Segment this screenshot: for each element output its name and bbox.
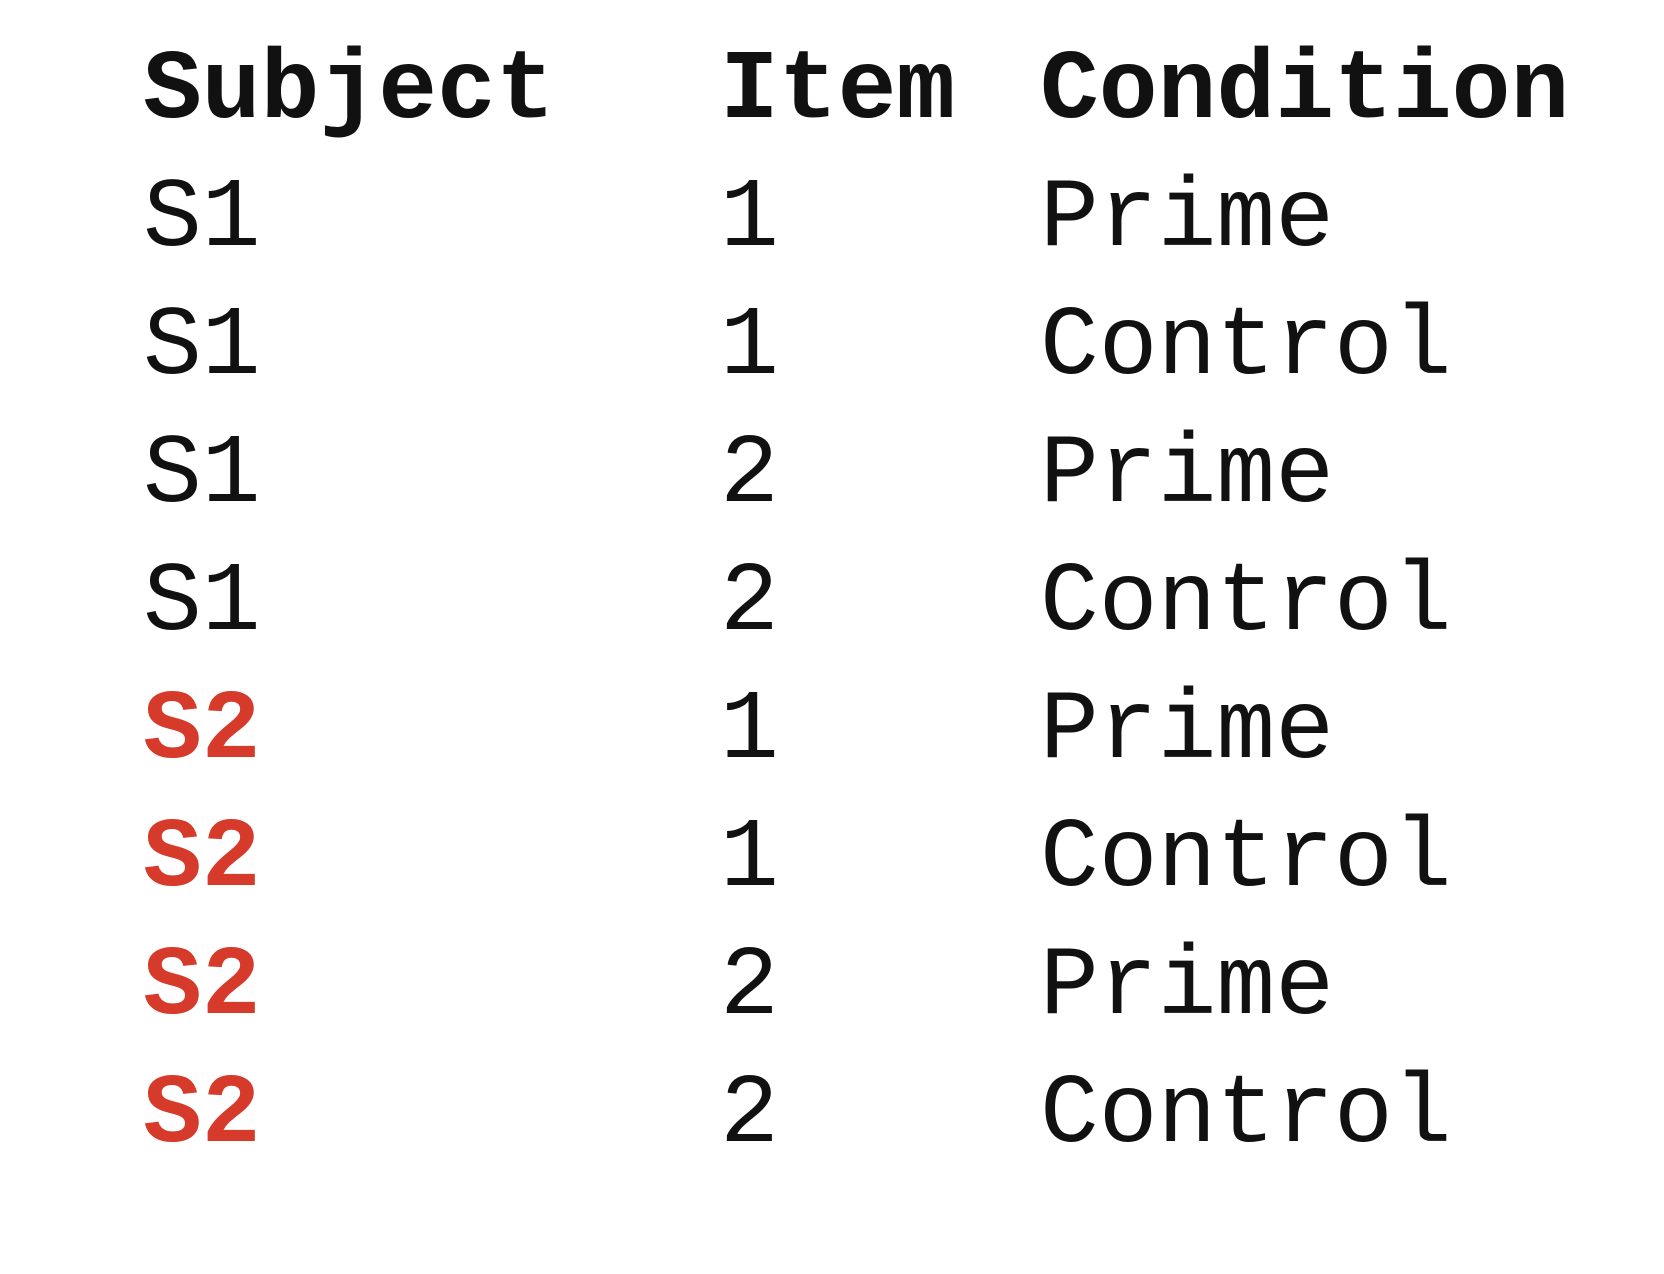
condition-cell: Control xyxy=(1040,292,1452,403)
subject-cell: S2 xyxy=(143,932,261,1043)
subject-cell: S2 xyxy=(143,804,261,915)
condition-cell: Prime xyxy=(1040,164,1335,275)
header-subject: Subject xyxy=(143,36,555,147)
subject-cell: S2 xyxy=(143,1060,261,1171)
condition-cell: Control xyxy=(1040,804,1452,915)
subject-cell: S1 xyxy=(143,548,261,659)
item-cell: 1 xyxy=(720,164,779,275)
header-item: Item xyxy=(720,36,956,147)
condition-cell: Prime xyxy=(1040,676,1335,787)
subject-cell: S1 xyxy=(143,292,261,403)
item-cell: 2 xyxy=(720,420,779,531)
condition-cell: Control xyxy=(1040,548,1452,659)
subject-cell: S2 xyxy=(143,676,261,787)
item-cell: 2 xyxy=(720,548,779,659)
subject-cell: S1 xyxy=(143,420,261,531)
item-cell: 2 xyxy=(720,932,779,1043)
condition-cell: Prime xyxy=(1040,420,1335,531)
subject-cell: S1 xyxy=(143,164,261,275)
item-cell: 1 xyxy=(720,676,779,787)
item-cell: 2 xyxy=(720,1060,779,1171)
condition-cell: Control xyxy=(1040,1060,1452,1171)
header-condition: Condition xyxy=(1040,36,1570,147)
condition-cell: Prime xyxy=(1040,932,1335,1043)
item-cell: 1 xyxy=(720,804,779,915)
item-cell: 1 xyxy=(720,292,779,403)
